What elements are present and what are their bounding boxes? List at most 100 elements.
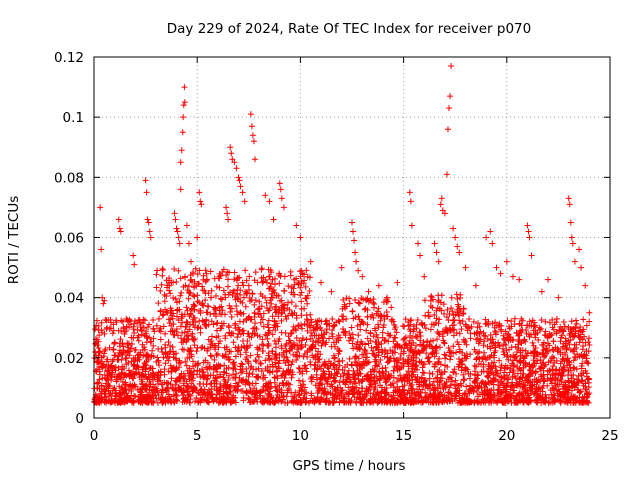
data-point: [188, 258, 195, 265]
data-point: [349, 219, 355, 226]
bulk-point: [270, 399, 277, 406]
bulk-point: [499, 345, 506, 352]
bulk-point: [387, 347, 394, 354]
bulk-point: [579, 346, 586, 353]
bulk-point: [552, 344, 559, 351]
bulk-point: [304, 327, 311, 334]
data-point: [568, 234, 575, 241]
bulk-point: [194, 324, 201, 331]
bulk-point: [565, 371, 572, 378]
bulk-point: [199, 283, 206, 290]
bulk-point: [165, 391, 172, 398]
bulk-point: [149, 374, 156, 381]
bulk-point: [267, 385, 274, 392]
bulk-point: [461, 395, 468, 402]
bulk-point: [436, 331, 443, 338]
bulk-point: [564, 345, 571, 352]
bulk-point: [186, 313, 193, 320]
bulk-point: [303, 312, 310, 319]
y-tick-label: 0.04: [54, 291, 84, 307]
data-point: [229, 156, 236, 163]
bulk-point: [444, 306, 451, 313]
data-point: [450, 225, 457, 232]
bulk-point: [489, 336, 496, 343]
bulk-point: [573, 317, 580, 324]
bulk-point: [511, 373, 518, 380]
bulk-point: [298, 384, 305, 391]
bulk-point: [142, 330, 149, 337]
bulk-point: [577, 399, 584, 406]
bulk-point: [581, 333, 588, 340]
bulk-point: [123, 324, 130, 331]
bulk-point: [462, 390, 469, 397]
bulk-point: [217, 384, 224, 391]
bulk-point: [128, 358, 135, 365]
data-point: [567, 219, 574, 226]
bulk-point: [583, 358, 590, 365]
bulk-point: [536, 366, 543, 373]
bulk-point: [456, 312, 463, 319]
bulk-point: [420, 397, 427, 404]
bulk-point: [456, 330, 463, 337]
bulk-point: [167, 305, 174, 312]
bulk-point: [323, 317, 330, 324]
bulk-point: [409, 349, 416, 356]
data-point: [503, 258, 510, 265]
bulk-point: [415, 398, 422, 405]
bulk-point: [554, 390, 561, 397]
bulk-point: [217, 398, 223, 405]
bulk-point: [537, 378, 544, 385]
bulk-point: [104, 381, 111, 388]
data-point: [99, 294, 106, 301]
bulk-point: [232, 320, 239, 327]
data-point: [582, 282, 589, 289]
bulk-point: [185, 289, 192, 296]
bulk-point: [101, 387, 108, 394]
bulk-point: [459, 318, 466, 325]
bulk-point: [417, 389, 424, 396]
bulk-point: [169, 343, 176, 350]
bulk-point: [556, 381, 563, 388]
x-tick-label: 10: [292, 428, 309, 444]
bulk-point: [266, 356, 273, 363]
bulk-point: [230, 359, 237, 366]
bulk-point: [355, 332, 362, 339]
bulk-point: [180, 339, 187, 346]
bulk-point: [492, 372, 499, 379]
data-point: [227, 144, 234, 151]
bulk-point: [537, 351, 544, 358]
data-point: [565, 195, 572, 202]
bulk-point: [309, 332, 316, 339]
bulk-point: [533, 360, 540, 367]
bulk-point: [337, 384, 344, 391]
bulk-point: [160, 354, 167, 361]
bulk-point: [278, 372, 285, 379]
bulk-point: [165, 368, 172, 375]
bulk-point: [398, 344, 405, 351]
data-point: [417, 252, 424, 259]
bulk-point: [488, 340, 495, 347]
bulk-point: [373, 331, 380, 338]
bulk-point: [177, 292, 184, 299]
bulk-point: [527, 367, 534, 374]
bulk-point: [510, 392, 517, 399]
bulk-point: [515, 332, 522, 339]
bulk-point: [196, 267, 203, 274]
bulk-point: [153, 271, 160, 278]
bulk-point: [213, 387, 220, 394]
data-point: [181, 84, 188, 91]
bulk-point: [299, 378, 306, 385]
bulk-point: [576, 389, 583, 396]
bulk-point: [421, 345, 428, 352]
bulk-point: [393, 357, 400, 364]
bulk-point: [422, 325, 429, 332]
bulk-point: [434, 385, 441, 392]
x-tick-label: 20: [498, 428, 515, 444]
bulk-point: [228, 305, 235, 312]
bulk-point: [230, 371, 237, 378]
bulk-point: [579, 353, 586, 360]
bulk-point: [115, 399, 122, 406]
bulk-point: [94, 336, 101, 343]
bulk-point: [474, 384, 481, 391]
bulk-point: [562, 351, 569, 358]
